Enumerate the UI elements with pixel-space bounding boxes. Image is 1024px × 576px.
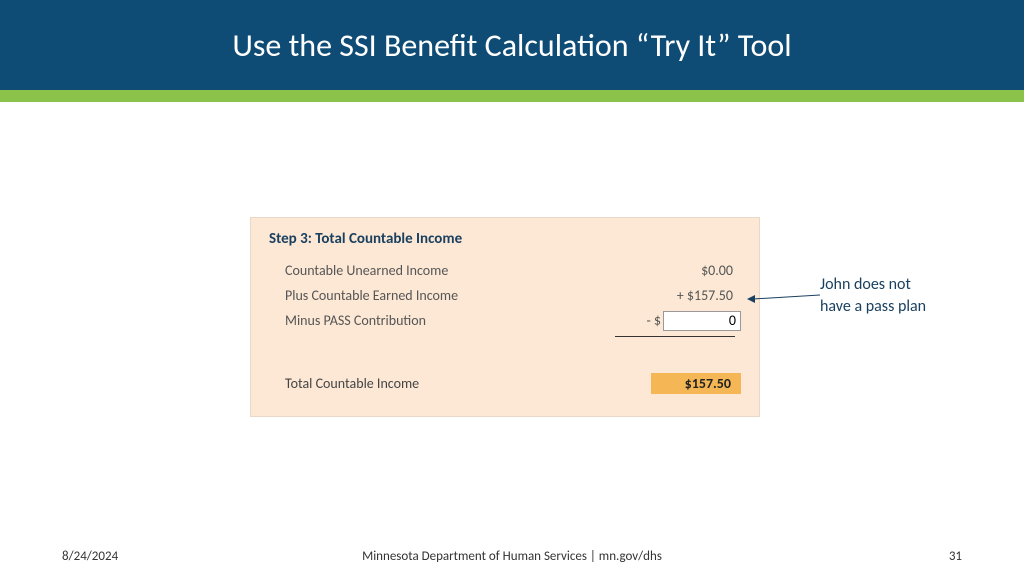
accent-bar bbox=[0, 90, 1024, 102]
total-value: $157.50 bbox=[651, 373, 741, 394]
annotation-line2: have a pass plan bbox=[820, 296, 990, 318]
row-earned: Plus Countable Earned Income + $157.50 bbox=[269, 283, 741, 308]
annotation-arrow bbox=[745, 287, 825, 307]
total-label: Total Countable Income bbox=[285, 375, 419, 392]
content-area: Step 3: Total Countable Income Countable… bbox=[0, 102, 1024, 522]
footer-org: Minnesota Department of Human Services |… bbox=[202, 549, 822, 564]
earned-value: + $157.50 bbox=[621, 285, 741, 306]
row-total: Total Countable Income $157.50 bbox=[269, 371, 741, 396]
slide-footer: 8/24/2024 Minnesota Department of Human … bbox=[0, 549, 1024, 564]
row-unearned: Countable Unearned Income $0.00 bbox=[269, 258, 741, 283]
footer-date: 8/24/2024 bbox=[62, 549, 202, 564]
unearned-value: $0.00 bbox=[621, 260, 741, 281]
pass-minus-sign: - $ bbox=[646, 310, 661, 331]
row-pass: Minus PASS Contribution - $ bbox=[269, 308, 741, 333]
pass-input-wrap: - $ bbox=[621, 310, 741, 331]
annotation-text: John does not have a pass plan bbox=[820, 274, 990, 317]
earned-label: Plus Countable Earned Income bbox=[285, 285, 621, 306]
pass-contribution-input[interactable] bbox=[663, 311, 741, 331]
slide-title: Use the SSI Benefit Calculation “Try It”… bbox=[232, 26, 791, 65]
step-title: Step 3: Total Countable Income bbox=[269, 230, 741, 248]
calculation-panel: Step 3: Total Countable Income Countable… bbox=[250, 217, 760, 417]
pass-label: Minus PASS Contribution bbox=[285, 310, 621, 331]
divider-line bbox=[615, 336, 735, 337]
footer-page: 31 bbox=[822, 549, 962, 564]
unearned-label: Countable Unearned Income bbox=[285, 260, 621, 281]
annotation-line1: John does not bbox=[820, 274, 990, 296]
slide-header: Use the SSI Benefit Calculation “Try It”… bbox=[0, 0, 1024, 90]
